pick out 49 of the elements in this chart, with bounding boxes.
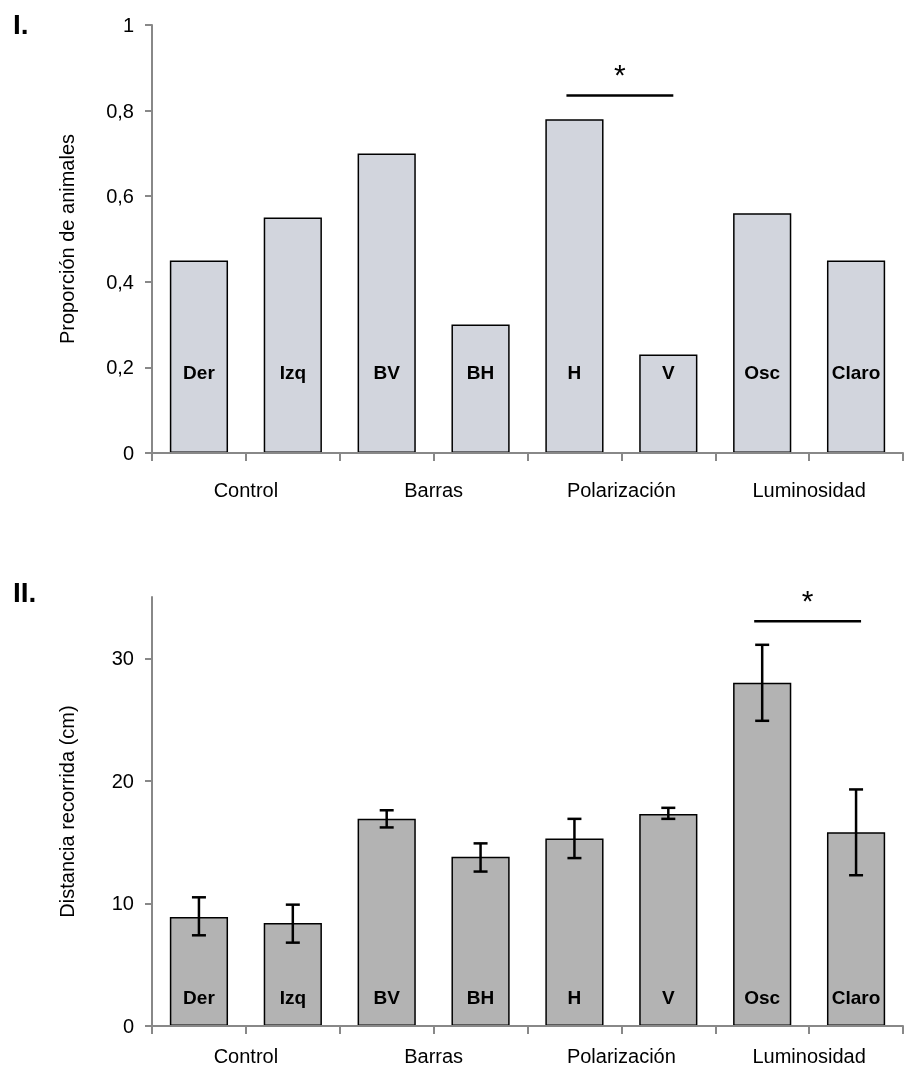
x-tick-label: BV (373, 362, 401, 383)
text: Luminosidad (752, 479, 866, 501)
x-tick-label: BH (466, 987, 495, 1008)
x-tick-label: Izq (279, 987, 307, 1008)
chart-title: I. (13, 8, 29, 40)
text: Polarización (566, 1045, 676, 1067)
y-tick-label: 0,4 (106, 270, 134, 293)
y-tick-label: 10 (111, 892, 134, 915)
y-tick-label: 0,8 (106, 99, 134, 122)
x-tick-label: H (567, 362, 582, 383)
y-tick-label: 1 (122, 14, 134, 36)
y-tick-label: 0 (122, 1015, 134, 1037)
y-tick-label: 0,6 (106, 185, 134, 208)
x-tick-label: Der (183, 362, 216, 383)
x-tick-label: V (661, 362, 675, 383)
text: Control (213, 1045, 279, 1067)
y-tick-label: 30 (111, 647, 134, 670)
x-tick-label: BV (373, 987, 401, 1008)
x-tick-label: Claro (831, 362, 881, 383)
y-tick-label: 0 (122, 442, 134, 464)
bar (545, 119, 604, 453)
x-tick-label: H (567, 987, 582, 1008)
text: Barras (404, 1045, 464, 1067)
annotation: * (614, 58, 627, 92)
x-tick-label: V (661, 987, 675, 1008)
annotation: * (801, 583, 814, 617)
bar (639, 354, 698, 453)
x-tick-label: Osc (744, 362, 781, 383)
y-tick-label: 0,2 (106, 356, 134, 379)
chart-title: II. (13, 576, 37, 608)
x-tick-label: Osc (744, 987, 781, 1008)
bar (639, 813, 698, 1026)
x-tick-label: Claro (831, 987, 881, 1008)
y-tick-label: 20 (111, 769, 134, 792)
x-tick-label: Der (183, 987, 216, 1008)
text: Polarización (566, 479, 676, 501)
x-tick-label: Izq (279, 362, 307, 383)
text: Barras (404, 479, 464, 501)
bar (357, 153, 416, 453)
bar (733, 213, 792, 453)
x-tick-label: BH (466, 362, 495, 383)
text: Luminosidad (752, 1045, 866, 1067)
bar (451, 324, 510, 453)
y-axis-title: Distancia recorrida (cm) (56, 705, 78, 918)
bar (826, 260, 886, 453)
bar (263, 217, 322, 453)
text: Control (213, 479, 279, 501)
bar (169, 260, 229, 453)
y-axis-title: Proporción de animales (56, 133, 78, 345)
